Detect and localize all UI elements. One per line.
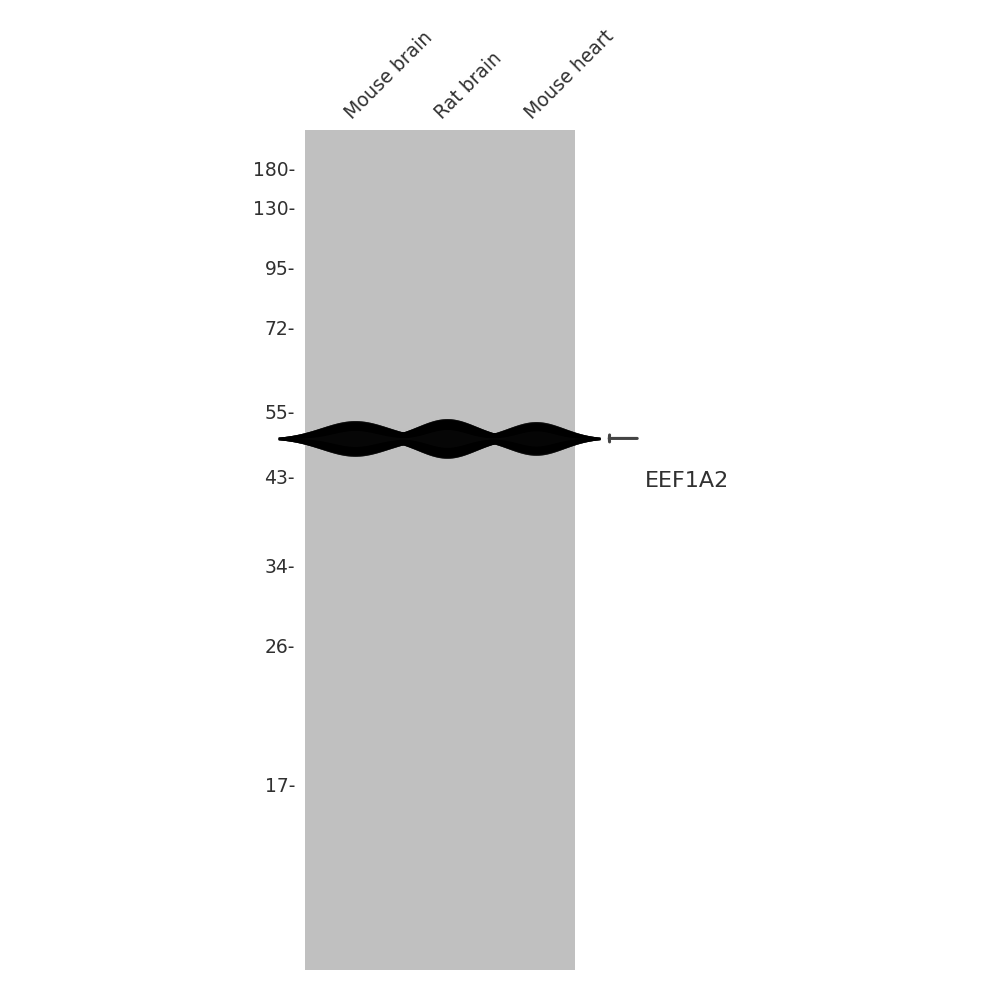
Text: 34-: 34-: [264, 558, 295, 577]
Text: 55-: 55-: [265, 404, 295, 423]
Text: 95-: 95-: [265, 260, 295, 279]
Text: 17-: 17-: [265, 777, 295, 796]
Text: EEF1A2: EEF1A2: [645, 471, 729, 491]
Text: 180-: 180-: [253, 161, 295, 180]
Text: 130-: 130-: [253, 200, 295, 219]
Bar: [305, 130, 575, 970]
Text: Mouse heart: Mouse heart: [522, 26, 618, 122]
Text: 26-: 26-: [265, 638, 295, 657]
Text: 43-: 43-: [264, 469, 295, 488]
Text: Rat brain: Rat brain: [432, 48, 506, 122]
Text: 72-: 72-: [265, 320, 295, 339]
Text: Mouse brain: Mouse brain: [342, 28, 436, 122]
